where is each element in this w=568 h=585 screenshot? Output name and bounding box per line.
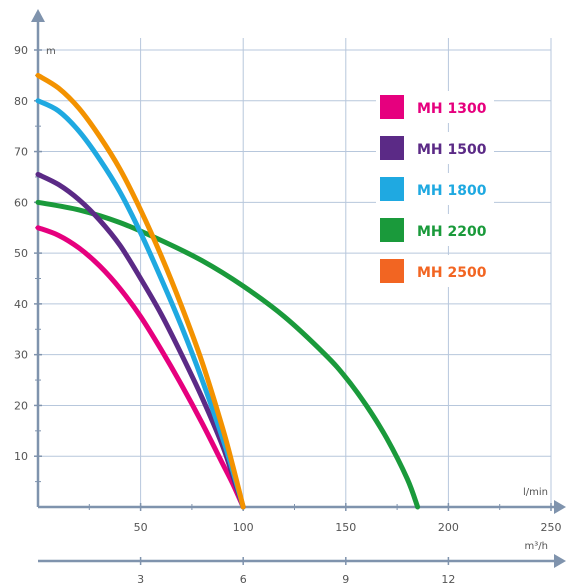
legend-layer: MH 1300 MH 1500 MH 1800 MH 2200 MH 2500 (376, 91, 494, 287)
y-unit-label: m (46, 46, 56, 57)
x2-tick-label: 3 (137, 573, 144, 585)
x2-axis-arrow (554, 554, 566, 568)
series-line-mh-2200 (35, 199, 421, 510)
x2-tick-label: 12 (441, 573, 455, 585)
y-tick-label: 60 (14, 196, 28, 209)
y-tick-label: 90 (14, 44, 28, 57)
y-axis-arrow (31, 9, 45, 22)
legend-label-mh-1800: MH 1800 (417, 183, 487, 199)
series-line-mh-1800 (35, 98, 246, 510)
x-tick-label: 200 (438, 521, 459, 534)
series-line-mh-1300 (35, 225, 246, 510)
series-layer (35, 72, 421, 510)
series-line-mh-2500 (35, 72, 246, 510)
legend-label-mh-1500: MH 1500 (417, 142, 487, 158)
x-unit-label: l/min (523, 487, 548, 498)
legend-label-mh-2200: MH 2200 (417, 224, 487, 240)
x-axis-arrow (554, 500, 566, 514)
y-tick-label: 80 (14, 95, 28, 108)
legend-swatch-mh-2500 (380, 259, 404, 283)
legend-swatch-mh-1500 (380, 136, 404, 160)
y-tick-label: 10 (14, 450, 28, 463)
y-tick-label: 70 (14, 146, 28, 159)
y-tick-label: 30 (14, 349, 28, 362)
legend-label-mh-2500: MH 2500 (417, 265, 487, 281)
legend-swatch-mh-1800 (380, 177, 404, 201)
y-tick-label: 50 (14, 247, 28, 260)
y-tick-label: 40 (14, 298, 28, 311)
x-tick-label: 50 (134, 521, 148, 534)
legend-swatch-mh-2200 (380, 218, 404, 242)
x-tick-label: 250 (541, 521, 562, 534)
x2-tick-label: 9 (342, 573, 349, 585)
x2-tick-label: 6 (240, 573, 247, 585)
legend-swatch-mh-1300 (380, 95, 404, 119)
x2-unit-label: m³/h (525, 541, 548, 552)
x-tick-label: 150 (335, 521, 356, 534)
axis-layer: 10 20 30 40 50 60 70 80 90 m 50 100 150 200 250 l/min 3 6… (14, 9, 566, 585)
x-tick-label: 100 (233, 521, 254, 534)
legend-label-mh-1300: MH 1300 (417, 101, 487, 117)
y-tick-label: 20 (14, 399, 28, 412)
